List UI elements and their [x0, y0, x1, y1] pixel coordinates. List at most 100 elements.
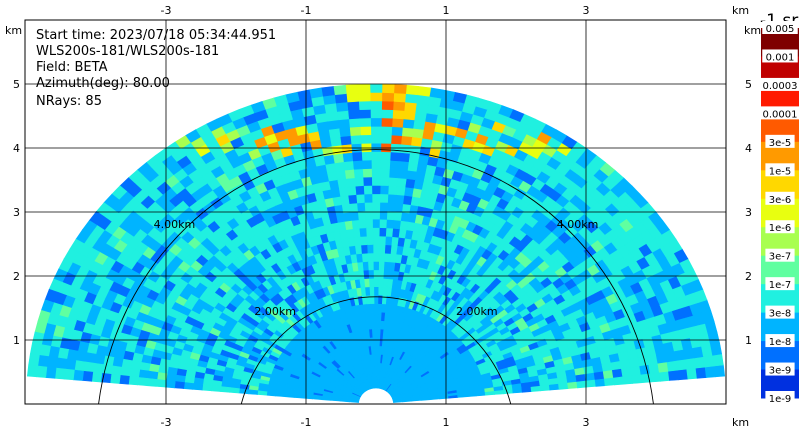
sector-cell — [387, 193, 397, 204]
sector-cell — [370, 151, 382, 161]
sector-cell — [54, 367, 66, 380]
sector-cell — [361, 151, 372, 161]
sector-cell — [639, 364, 651, 375]
sector-cell — [403, 186, 414, 197]
sector-cell — [390, 244, 398, 255]
sector-cell — [373, 303, 379, 313]
sector-cell — [370, 142, 382, 152]
sector-cell — [400, 135, 413, 146]
sector-cell — [275, 392, 286, 398]
sector-cell — [394, 194, 405, 205]
sector-cell — [392, 100, 406, 111]
sector-cell — [391, 117, 404, 128]
sector-cell — [373, 269, 379, 279]
sector-cell — [677, 368, 689, 381]
sector-cell — [335, 101, 349, 112]
sector-cell — [388, 168, 399, 179]
sector-cell — [411, 127, 424, 139]
colorbar-label-bg — [765, 277, 795, 291]
sector-cell — [381, 92, 395, 102]
sector-cell — [369, 100, 383, 110]
sector-cell — [712, 353, 724, 367]
sector-cell — [383, 252, 391, 263]
sector-cell — [156, 372, 168, 381]
range-ring-label: 2.00km — [254, 305, 296, 318]
colorbar-label-bg — [765, 362, 795, 376]
sector-cell — [658, 370, 670, 382]
sector-cell — [381, 100, 394, 111]
sector-cell — [372, 244, 380, 254]
x-tick-label-top: -3 — [161, 4, 172, 17]
sector-cell — [603, 377, 615, 387]
sector-cell — [63, 368, 75, 381]
sector-cell — [401, 126, 414, 138]
sector-cell — [147, 370, 159, 380]
sector-cell — [393, 92, 407, 103]
sector-cell — [695, 366, 707, 379]
sector-cell — [349, 126, 361, 137]
colorbar-label: 1e-6 — [769, 223, 792, 234]
axis-unit-label: km — [744, 24, 761, 37]
sector-cell — [408, 153, 420, 164]
colorbar-label: 1e-7 — [769, 280, 792, 291]
sector-cell — [344, 168, 355, 179]
sector-cell — [389, 253, 397, 263]
y-tick-label-left: 5 — [13, 78, 20, 91]
sector-cell — [146, 378, 158, 387]
sector-cell — [613, 375, 624, 386]
sector-cell — [366, 235, 374, 246]
sector-cell — [337, 118, 350, 129]
sector-cell — [381, 83, 395, 94]
sector-cell — [91, 371, 103, 383]
sector-cell — [118, 374, 130, 385]
sector-cell — [387, 185, 398, 195]
sector-cell — [128, 375, 139, 386]
sector-cell — [164, 380, 176, 389]
sector-cell — [370, 109, 382, 119]
sector-cell — [393, 84, 407, 94]
colorbar-label: 1e-5 — [769, 166, 792, 177]
sector-cell — [391, 126, 403, 137]
sector-cell — [320, 86, 335, 97]
axis-unit-label: km — [732, 4, 749, 17]
sector-cell — [631, 373, 643, 384]
sector-cell — [370, 159, 382, 169]
azimuth-text: Azimuth(deg): 80.00 — [36, 76, 170, 91]
colorbar-label: 0.005 — [766, 24, 795, 35]
sector-cell — [28, 353, 40, 367]
grid-lines — [25, 20, 726, 404]
sector-cell — [371, 193, 381, 203]
sector-cell — [585, 379, 597, 388]
sector-cell — [348, 117, 361, 128]
sector-cell — [371, 202, 381, 211]
instrument-text: WLS200s-181/WLS200s-181 — [36, 44, 219, 59]
sector-cell — [368, 277, 375, 288]
colorbar-label-bg — [765, 334, 795, 348]
sector-cell — [392, 109, 405, 120]
sector-cell — [361, 159, 372, 170]
sector-cell — [407, 161, 419, 172]
sector-cell — [382, 269, 390, 280]
sector-cell — [155, 379, 167, 388]
colorbar-label-bg — [765, 191, 795, 205]
sector-cell — [335, 169, 347, 181]
sector-cell — [622, 374, 634, 385]
sector-cell — [391, 227, 400, 238]
sector-cell — [657, 361, 669, 373]
sector-cell — [381, 286, 388, 296]
sector-cell — [92, 362, 104, 374]
sector-cell — [356, 202, 366, 212]
sector-cell — [403, 101, 417, 112]
sector-cell — [380, 151, 391, 161]
colorbar: 0.005 0.001 0.0003 0.0001 3e-5 1e-5 3e-6 1e-6 3e… — [759, 21, 800, 405]
sector-cell — [336, 110, 350, 121]
colorbar-label-bg — [765, 391, 795, 404]
sector-cell — [365, 227, 374, 237]
sector-cell — [385, 219, 394, 229]
sector-cell — [119, 366, 132, 377]
backscatter-sector — [26, 83, 726, 403]
range-ring — [240, 296, 512, 404]
sector-cell — [396, 177, 407, 188]
x-tick-label-bottom: -1 — [301, 416, 312, 429]
